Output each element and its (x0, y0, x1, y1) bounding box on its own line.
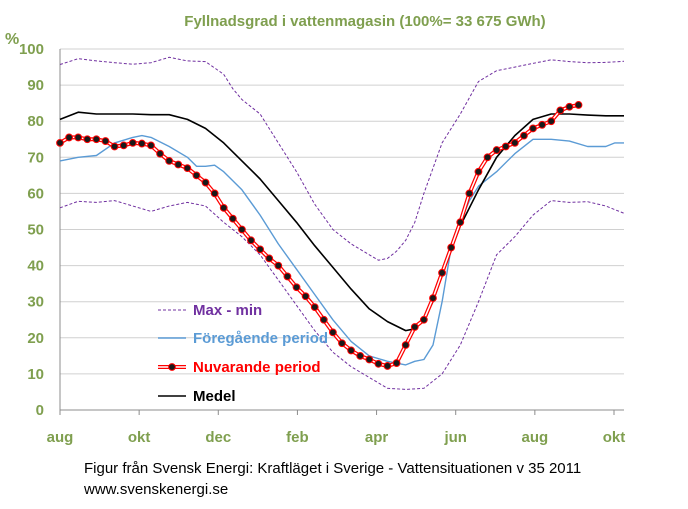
figure-caption: Figur från Svensk Energi: Kraftläget i S… (84, 460, 582, 477)
data-point (419, 315, 428, 324)
data-point (128, 138, 137, 147)
data-point (183, 164, 192, 173)
gridlines (59, 48, 624, 415)
data-point (174, 160, 183, 169)
data-point (283, 272, 292, 281)
data-point (110, 142, 119, 151)
y-axis-unit: % (5, 31, 19, 48)
data-point (474, 167, 483, 176)
data-point (219, 203, 228, 212)
y-tick-label: 60 (27, 185, 44, 202)
data-point (365, 355, 374, 364)
data-point (529, 124, 537, 133)
data-point (456, 218, 465, 227)
data-point (147, 141, 155, 150)
data-point (574, 101, 583, 109)
legend-label: Medel (193, 388, 236, 405)
data-point (228, 214, 237, 223)
data-point (301, 292, 310, 301)
y-tick-label: 80 (27, 113, 44, 130)
y-axis-ticks: 0 10 20 30 40 50 60 70 80 90 100 (19, 41, 44, 419)
series-line-series-1 (59, 200, 625, 390)
data-point (329, 328, 337, 337)
data-point (410, 323, 419, 331)
y-tick-label: 40 (27, 258, 44, 275)
data-point (310, 303, 319, 312)
y-tick-label: 10 (27, 366, 44, 383)
data-point (483, 153, 492, 162)
data-point (383, 362, 392, 370)
data-point (520, 131, 528, 140)
chart-title: Fyllnadsgrad i vattenmagasin (100%= 33 6… (184, 13, 545, 30)
legend-label: Nuvarande period (193, 359, 321, 376)
y-tick-label: 100 (19, 41, 44, 58)
legend-label: Föregående period (193, 330, 328, 347)
data-point (292, 283, 301, 292)
data-point (238, 225, 246, 234)
data-point (565, 102, 574, 111)
x-tick-label: okt (603, 429, 626, 446)
data-point (156, 149, 164, 158)
data-point (165, 157, 174, 165)
data-point (210, 189, 219, 198)
y-tick-label: 50 (27, 222, 44, 239)
series-lines (56, 56, 625, 390)
data-point (392, 359, 401, 367)
data-point (192, 171, 201, 180)
data-point (137, 139, 146, 148)
x-tick-label: aug (522, 429, 549, 446)
y-tick-label: 70 (27, 149, 44, 166)
data-point (356, 351, 365, 360)
x-tick-label: okt (128, 429, 151, 446)
data-point (56, 138, 64, 147)
data-point (247, 236, 255, 245)
y-tick-label: 90 (27, 77, 44, 94)
source-url: www.svenskenergi.se (84, 481, 229, 498)
data-point (510, 138, 519, 147)
x-tick-label: aug (47, 429, 74, 446)
data-point (201, 178, 210, 187)
data-point (265, 254, 274, 263)
legend: Max - min Föregående period Nuvarande peri… (158, 302, 328, 405)
data-point (101, 137, 110, 145)
data-point (465, 189, 474, 198)
data-point (547, 117, 556, 126)
x-tick-label: feb (286, 429, 309, 446)
data-point (429, 294, 437, 302)
data-point (492, 146, 501, 154)
data-point (556, 106, 565, 115)
data-point (83, 135, 92, 144)
data-point (119, 141, 128, 150)
data-point (319, 315, 328, 324)
data-point (438, 268, 446, 277)
data-point (501, 142, 510, 151)
x-tick-label: apr (365, 429, 389, 446)
data-point (374, 359, 383, 368)
data-point (256, 245, 265, 254)
data-point (74, 133, 83, 142)
series-line-nuvarande-period (59, 104, 579, 367)
x-tick-label: dec (205, 429, 231, 446)
series-line-medel (59, 111, 624, 332)
data-point (538, 120, 547, 129)
data-point (447, 243, 456, 252)
y-tick-label: 30 (27, 294, 44, 311)
series-line-f-reg-ende-period (59, 134, 624, 366)
series-line-nuvarande-period-outline (58, 103, 579, 368)
y-tick-label: 0 (36, 402, 44, 419)
x-axis-ticks: aug okt dec feb apr jun aug okt (47, 429, 626, 446)
data-point (274, 261, 283, 270)
data-point (92, 135, 101, 144)
data-point (338, 339, 346, 348)
x-tick-label: jun (443, 429, 467, 446)
data-point (401, 341, 410, 349)
data-point (65, 133, 73, 142)
data-point (347, 346, 355, 355)
y-tick-label: 20 (27, 330, 44, 347)
legend-label: Max - min (193, 302, 262, 319)
